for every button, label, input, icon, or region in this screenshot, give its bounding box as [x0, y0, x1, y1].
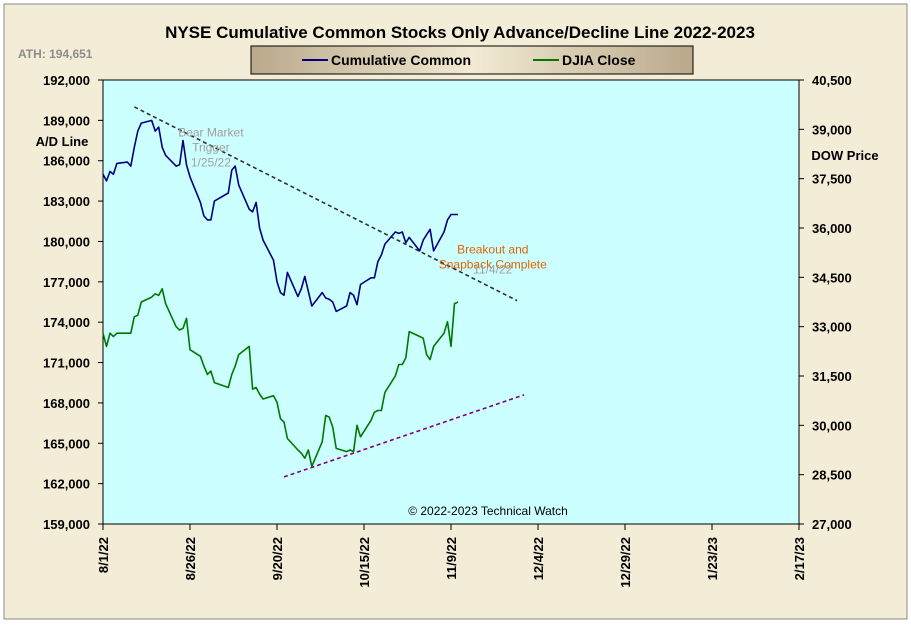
right-axis-label: DOW Price	[811, 148, 878, 163]
right-tick-label: 28,500	[812, 468, 852, 483]
x-tick-label: 8/26/22	[183, 537, 198, 580]
cumulative-common-line	[102, 119, 458, 313]
x-tick-label: 10/15/22	[357, 537, 372, 588]
right-tick-label: 34,500	[812, 270, 852, 285]
right-tick-label: 36,000	[812, 221, 852, 236]
x-tick-label: 1/23/23	[705, 537, 720, 580]
djia-close-line	[102, 287, 459, 468]
x-tick-label: 12/4/22	[531, 537, 546, 580]
x-tick-label: 12/29/22	[618, 537, 633, 588]
right-tick-label: 30,000	[812, 418, 852, 433]
resistance-trendline	[133, 106, 518, 302]
left-tick-label: 192,000	[43, 73, 90, 88]
annotation-text: Breakout and	[457, 243, 528, 257]
right-tick-label: 37,500	[812, 172, 852, 187]
x-axis: 8/1/22 8/26/22 9/20/22 10/15/22 11/9/22 12/4/…	[96, 524, 807, 588]
annotation-text: 1/25/22	[191, 156, 231, 170]
right-tick-label: 31,500	[812, 369, 852, 384]
left-tick-label: 183,000	[43, 194, 90, 209]
left-tick-label: 177,000	[43, 275, 90, 290]
left-tick-label: 168,000	[43, 396, 90, 411]
copyright-text: © 2022-2023 Technical Watch	[408, 504, 568, 518]
left-tick-label: 159,000	[43, 517, 90, 532]
left-tick-label: 189,000	[43, 113, 90, 128]
x-tick-label: 9/20/22	[270, 537, 285, 580]
left-tick-label: 162,000	[43, 477, 90, 492]
left-axis-label: A/D Line	[36, 134, 89, 149]
support-trendline	[283, 394, 525, 478]
left-tick-label: 171,000	[43, 356, 90, 371]
right-y-axis: 27,000 28,500 30,000 31,500 33,000 34,500 36,0…	[799, 73, 852, 532]
x-tick-label: 8/1/22	[96, 537, 111, 573]
left-tick-label: 186,000	[43, 154, 90, 169]
legend: Cumulative Common DJIA Close	[250, 45, 694, 75]
annotation-text: Bear Market	[178, 126, 244, 140]
annotation-text: Trigger	[192, 141, 230, 155]
left-tick-label: 165,000	[43, 436, 90, 451]
trendlines	[133, 106, 525, 478]
x-tick-label: 2/17/23	[792, 537, 807, 580]
left-tick-label: 174,000	[43, 315, 90, 330]
annotation-text: 11/4/22	[473, 263, 512, 277]
left-tick-label: 180,000	[43, 234, 90, 249]
right-tick-label: 33,000	[812, 320, 852, 335]
annotation-text: Snapback Complete	[439, 258, 547, 272]
ath-label: ATH: 194,651	[18, 47, 93, 61]
chart-title: NYSE Cumulative Common Stocks Only Advan…	[165, 23, 755, 42]
right-tick-label: 27,000	[812, 517, 852, 532]
x-tick-label: 11/9/22	[444, 537, 459, 580]
right-tick-label: 39,000	[812, 122, 852, 137]
legend-label-cumulative-common: Cumulative Common	[331, 52, 471, 68]
legend-label-djia-close: DJIA Close	[562, 52, 636, 68]
series-lines	[102, 119, 459, 468]
plot-area	[102, 79, 800, 525]
left-y-axis: 159,000 162,000 165,000 168,000 171,000 174,0…	[43, 73, 103, 532]
right-tick-label: 40,500	[812, 73, 852, 88]
